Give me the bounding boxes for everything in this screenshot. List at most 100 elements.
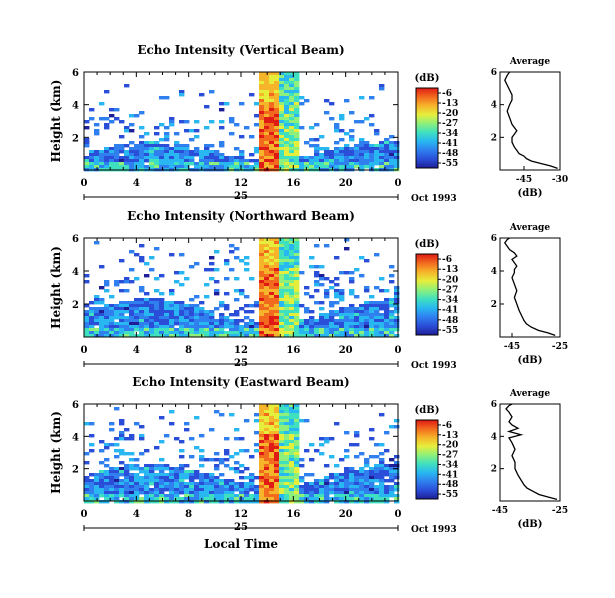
heatmap-cell — [144, 464, 150, 468]
heatmap-cell — [279, 250, 285, 254]
heatmap-cell — [384, 156, 390, 160]
heatmap-cell — [344, 488, 350, 492]
heatmap-cell — [209, 479, 215, 483]
heatmap-cell — [264, 256, 270, 260]
heatmap-cell — [309, 482, 315, 486]
heatmap-cell — [184, 334, 190, 338]
heatmap-cell — [354, 455, 360, 459]
heatmap-cell — [294, 449, 300, 453]
heatmap-cell — [164, 497, 170, 501]
heatmap-cell — [264, 461, 270, 465]
heatmap-cell — [219, 328, 225, 332]
heatmap-cell — [259, 419, 265, 423]
heatmap-cell — [114, 482, 120, 486]
heatmap-cell — [114, 283, 120, 287]
heatmap-cell — [279, 310, 285, 314]
heatmap-cell — [389, 150, 395, 154]
heatmap-cell — [149, 488, 155, 492]
heatmap-cell — [124, 500, 130, 504]
heatmap-cell — [299, 328, 305, 332]
heatmap-cell — [109, 443, 115, 447]
heatmap-cell — [224, 497, 230, 501]
heatmap-cell — [179, 319, 185, 323]
heatmap-cell — [374, 310, 380, 314]
heatmap-cell — [259, 467, 265, 471]
heatmap-cell — [364, 325, 370, 329]
heatmap-cell — [284, 78, 290, 82]
heatmap-cell — [174, 473, 180, 477]
heatmap-cell — [154, 494, 160, 498]
heatmap-cell — [304, 419, 310, 423]
heatmap-cell — [349, 443, 355, 447]
heatmap-cell — [339, 159, 345, 163]
heatmap-cell — [324, 491, 330, 495]
heatmap-cell — [204, 334, 210, 338]
heatmap-cell — [339, 473, 345, 477]
heatmap-cell — [259, 126, 265, 130]
heatmap-cell — [309, 491, 315, 495]
heatmap-cell — [379, 470, 385, 474]
heatmap-cell — [174, 476, 180, 480]
heatmap-cell — [299, 165, 305, 169]
heatmap-cell — [109, 319, 115, 323]
heatmap-cell — [139, 331, 145, 335]
heatmap-cell — [144, 485, 150, 489]
heatmap-cell — [339, 485, 345, 489]
heatmap-cell — [149, 476, 155, 480]
heatmap-cell — [189, 313, 195, 317]
heatmap-cell — [119, 259, 125, 263]
heatmap-cell — [84, 452, 90, 456]
heatmap-cell — [154, 310, 160, 314]
heatmap-cell — [389, 488, 395, 492]
heatmap-cell — [364, 286, 370, 290]
heatmap-cell — [304, 485, 310, 489]
heatmap-cell — [369, 316, 375, 320]
heatmap-cell — [164, 159, 170, 163]
heatmap-cell — [369, 304, 375, 308]
heatmap-cell — [84, 491, 90, 495]
heatmap-cell — [299, 500, 305, 504]
heatmap-cell — [164, 331, 170, 335]
heatmap-cell — [134, 500, 140, 504]
heatmap-cell — [214, 464, 220, 468]
colorbar-unit-label: (dB) — [415, 239, 440, 250]
heatmap-cell — [379, 87, 385, 91]
heatmap-cell — [304, 156, 310, 160]
heatmap-cell — [324, 150, 330, 154]
heatmap-cell — [189, 476, 195, 480]
heatmap-cell — [229, 334, 235, 338]
heatmap-cell — [129, 114, 135, 118]
heatmap-cell — [289, 307, 295, 311]
heatmap-cell — [274, 75, 280, 79]
heatmap-cell — [184, 156, 190, 160]
heatmap-cell — [314, 485, 320, 489]
heatmap-cell — [349, 328, 355, 332]
heatmap-cell — [334, 159, 340, 163]
heatmap-cell — [179, 150, 185, 154]
heatmap-cell — [284, 280, 290, 284]
heatmap-cell — [124, 277, 130, 281]
heatmap-cell — [209, 325, 215, 329]
heatmap-cell — [279, 78, 285, 82]
heatmap-cell — [279, 307, 285, 311]
heatmap-cell — [259, 497, 265, 501]
heatmap-cell — [154, 473, 160, 477]
heatmap-cell — [224, 307, 230, 311]
heatmap-cell — [119, 431, 125, 435]
heatmap-cell — [254, 123, 260, 127]
heatmap-cell — [299, 479, 305, 483]
heatmap-cell — [319, 316, 325, 320]
heatmap-cell — [294, 277, 300, 281]
heatmap-cell — [354, 325, 360, 329]
heatmap-cell — [294, 419, 300, 423]
heatmap-cell — [289, 452, 295, 456]
heatmap-cell — [374, 322, 380, 326]
heatmap-cell — [159, 138, 165, 142]
heatmap-cell — [94, 476, 100, 480]
heatmap-cell — [184, 482, 190, 486]
heatmap-cell — [384, 298, 390, 302]
heatmap-cell — [289, 238, 295, 242]
heatmap-cell — [239, 319, 245, 323]
heatmap-cell — [284, 485, 290, 489]
heatmap-cell — [294, 446, 300, 450]
